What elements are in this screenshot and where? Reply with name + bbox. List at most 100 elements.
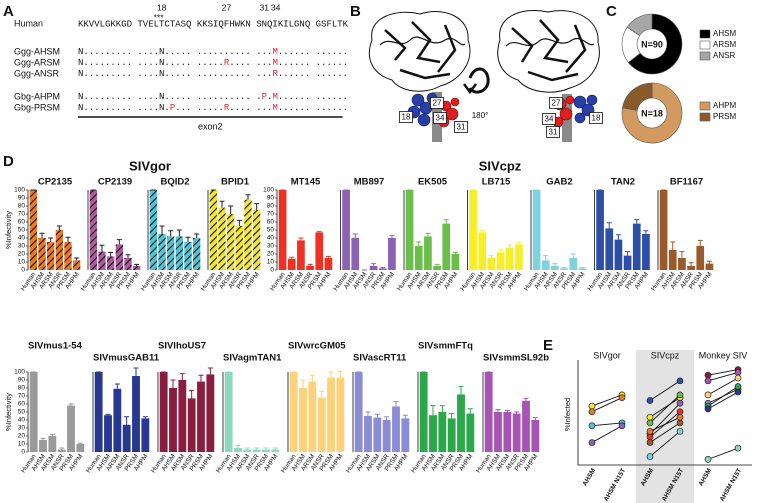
- bar: [578, 268, 587, 270]
- bar: [447, 418, 456, 452]
- y-tick-label: 70: [267, 211, 275, 218]
- y-tick-label: 40: [18, 235, 26, 242]
- error-bar: [416, 241, 422, 246]
- point: [646, 419, 654, 427]
- error-bar: [133, 367, 139, 376]
- error-bar: [235, 445, 241, 448]
- y-tick-label: 80: [18, 385, 26, 392]
- sequence-segment: ...... ......: [278, 103, 348, 113]
- error-bar: [365, 411, 371, 416]
- error-bar: [325, 255, 331, 258]
- bar: [494, 412, 502, 452]
- bar: [55, 230, 63, 270]
- sequence-segment: ...... ......: [278, 47, 348, 57]
- point: [676, 399, 684, 407]
- residue-marker: 27: [222, 2, 232, 12]
- error-bar: [625, 251, 631, 256]
- sequence-segment: M: [272, 92, 277, 102]
- bar: [235, 226, 243, 270]
- y-tick-label: 0: [270, 267, 274, 274]
- residue-box: [454, 121, 468, 133]
- point: [588, 422, 596, 430]
- sequence-segment: M: [272, 103, 277, 113]
- bar: [678, 258, 686, 270]
- error-bar: [430, 405, 436, 416]
- error-bar: [516, 242, 522, 245]
- error-bar: [543, 255, 549, 261]
- error-bar: [228, 205, 234, 214]
- residue-marker: ***: [154, 12, 165, 22]
- y-tick-label: 60: [18, 401, 26, 408]
- y-tick-label: 10: [18, 441, 26, 448]
- bar: [104, 415, 112, 452]
- y-tick-label: 20: [267, 251, 275, 258]
- bar: [642, 234, 650, 270]
- error-bar: [523, 397, 529, 401]
- bar: [218, 207, 226, 270]
- sequence-segment: .: [267, 92, 272, 102]
- bar: [324, 258, 333, 270]
- point: [734, 374, 742, 382]
- error-bar: [570, 253, 576, 258]
- bar: [351, 238, 360, 270]
- error-bar: [380, 267, 386, 269]
- error-bar: [706, 260, 712, 264]
- bar: [487, 258, 496, 270]
- error-bar: [532, 417, 538, 420]
- error-bar: [402, 414, 408, 419]
- residue-box: [549, 97, 563, 109]
- y-tick-label: 60: [18, 219, 26, 226]
- error-bar: [374, 413, 380, 418]
- bar: [169, 388, 177, 452]
- point: [588, 408, 596, 416]
- bar: [94, 372, 103, 452]
- error-bar: [498, 249, 504, 253]
- sequence-segment: N......... ....N..... .......... .: [78, 92, 262, 102]
- error-bar: [48, 237, 54, 242]
- bar: [262, 449, 270, 452]
- bar: [57, 449, 66, 452]
- bar: [278, 190, 287, 270]
- bar: [505, 247, 514, 270]
- legend-label: AHSM: [713, 29, 736, 38]
- chart-title: SIVagmTAN1: [223, 353, 282, 364]
- point: [704, 456, 712, 463]
- bar: [478, 232, 487, 270]
- error-bar: [168, 230, 174, 237]
- species-label: Ggg-ARSM: [14, 57, 60, 67]
- bar: [178, 380, 187, 452]
- y-tick-label: 0: [21, 449, 25, 456]
- chart-title: MB897: [354, 177, 385, 188]
- bar: [354, 372, 363, 452]
- species-label: Ggg-ANSR: [14, 68, 60, 78]
- bar: [378, 268, 387, 270]
- bar: [687, 266, 695, 270]
- bar: [306, 266, 314, 270]
- legend-swatch: [699, 40, 711, 50]
- point: [676, 419, 684, 427]
- species-label: Human: [14, 18, 43, 28]
- error-bar: [77, 442, 83, 444]
- y-axis-label: %Infectivity: [4, 393, 13, 431]
- error-bar: [458, 385, 464, 395]
- point: [734, 444, 742, 452]
- pie-slice: [627, 13, 683, 75]
- bar: [297, 240, 305, 270]
- residue-marker: 31: [260, 2, 270, 12]
- sequence-segment: .... ...: [229, 103, 272, 113]
- error-bar: [65, 236, 71, 242]
- error-bar: [384, 416, 390, 420]
- bar: [73, 260, 81, 270]
- y-tick-label: 40: [267, 235, 275, 242]
- error-bar: [49, 433, 55, 436]
- error-bar: [56, 225, 62, 230]
- bar: [197, 381, 205, 452]
- error-bar: [452, 251, 458, 254]
- exon-label: exon2: [198, 121, 223, 131]
- bar: [405, 190, 414, 270]
- group-band: [636, 350, 694, 503]
- bar: [244, 199, 252, 270]
- bar: [98, 251, 106, 270]
- chart-title: CP2135: [38, 177, 73, 188]
